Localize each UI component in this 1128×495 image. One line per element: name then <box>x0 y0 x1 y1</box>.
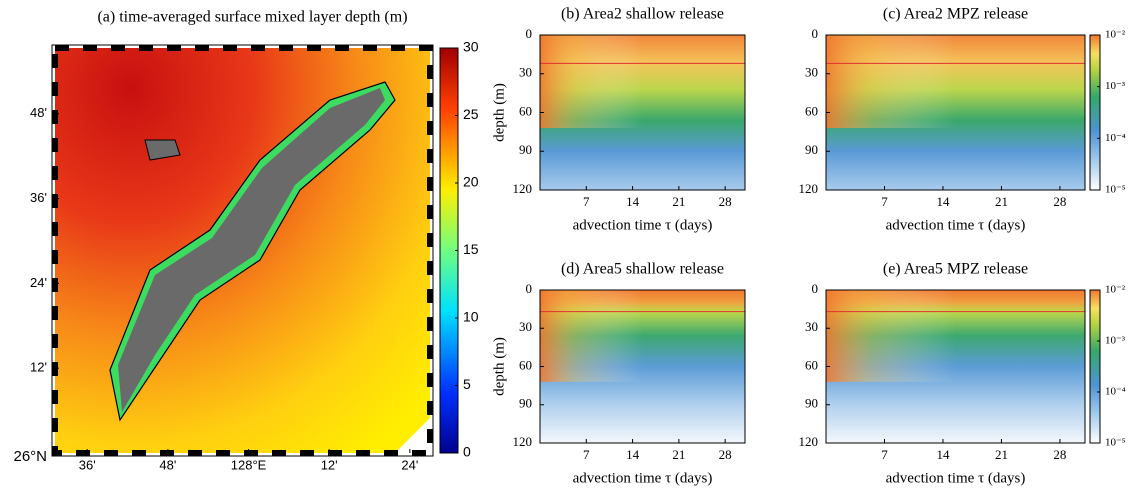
x-tick-label: 14 <box>626 194 640 209</box>
x-tick-label: 7 <box>583 194 590 209</box>
x-tick-label: 14 <box>936 447 950 462</box>
y-tick-label: 60 <box>519 103 532 118</box>
colorbar <box>1089 34 1101 191</box>
panel-title: (e) Area5 MPZ release <box>883 261 1028 278</box>
y-axis-label: depth (m) <box>491 337 507 396</box>
y-tick-label: 120 <box>513 181 533 196</box>
y-tick-label: 12' <box>30 360 47 375</box>
x-tick-label: 21 <box>672 194 685 209</box>
colorbar-tick-label: 25 <box>463 106 479 122</box>
y-tick-label: 0 <box>812 281 819 296</box>
x-tick-label: 24' <box>401 457 418 472</box>
x-tick-label: 28 <box>1053 447 1066 462</box>
panel-title: (d) Area5 shallow release <box>561 261 724 278</box>
x-tick-label: 48' <box>159 457 176 472</box>
colorbar-tick-label: 10⁻³ <box>1105 335 1126 347</box>
x-tick-label: 28 <box>1053 194 1066 209</box>
y-tick-label: 30 <box>805 319 818 334</box>
colorbar-tick-label: 10⁻³ <box>1105 80 1126 92</box>
colorbar-tick-label: 10⁻² <box>1105 29 1126 41</box>
x-axis-label: advection time τ (days) <box>886 217 1026 233</box>
y-tick-label: 120 <box>799 181 819 196</box>
colorbar <box>1089 289 1101 444</box>
y-tick-label: 0 <box>812 26 819 41</box>
y-tick-label: 60 <box>519 357 532 372</box>
colorbar-tick-label: 10⁻² <box>1105 284 1126 296</box>
colorbar-tick-label: 10 <box>463 309 479 325</box>
y-tick-label: 0 <box>526 26 533 41</box>
y-tick-label: 30 <box>519 65 532 80</box>
colorbar-tick-label: 0 <box>463 444 471 460</box>
panel-title: (a) time-averaged surface mixed layer de… <box>97 9 407 26</box>
y-tick-label: 90 <box>519 396 532 411</box>
y-tick-label: 120 <box>513 434 533 449</box>
y-tick-label: 30 <box>805 65 818 80</box>
x-tick-label: 36' <box>79 457 96 472</box>
x-tick-label: 14 <box>626 447 640 462</box>
y-tick-label: 26°N <box>13 448 47 465</box>
y-tick-label: 0 <box>526 281 533 296</box>
x-tick-label: 128°E <box>231 457 267 472</box>
y-tick-label: 90 <box>519 142 532 157</box>
x-tick-label: 7 <box>583 447 590 462</box>
x-tick-label: 14 <box>936 194 950 209</box>
y-tick-label: 120 <box>799 434 819 449</box>
y-tick-label: 90 <box>805 142 818 157</box>
x-tick-label: 7 <box>881 194 888 209</box>
x-tick-label: 28 <box>719 447 732 462</box>
y-tick-label: 60 <box>805 357 818 372</box>
y-tick-label: 48' <box>30 105 47 120</box>
x-tick-label: 21 <box>995 194 1008 209</box>
colorbar-tick-label: 5 <box>463 376 471 392</box>
y-tick-label: 24' <box>30 275 47 290</box>
panel-title: (b) Area2 shallow release <box>561 6 724 23</box>
panel-title: (c) Area2 MPZ release <box>883 6 1028 23</box>
x-axis-label: advection time τ (days) <box>573 470 713 486</box>
x-axis-label: advection time τ (days) <box>573 217 713 233</box>
map-field <box>51 44 434 457</box>
x-tick-label: 7 <box>881 447 888 462</box>
y-tick-label: 30 <box>519 319 532 334</box>
colorbar-tick-label: 15 <box>463 241 479 257</box>
y-tick-label: 60 <box>805 103 818 118</box>
x-tick-label: 21 <box>995 447 1008 462</box>
y-tick-label: 90 <box>805 396 818 411</box>
colorbar-tick-label: 20 <box>463 174 479 190</box>
x-tick-label: 21 <box>672 447 685 462</box>
colorbar-tick-label: 30 <box>463 39 479 55</box>
colorbar-tick-label: 10⁻⁵ <box>1105 437 1126 449</box>
colorbar-tick-label: 10⁻⁵ <box>1105 184 1126 196</box>
x-tick-label: 12' <box>321 457 338 472</box>
colorbar-tick-label: 10⁻⁴ <box>1105 132 1126 144</box>
field-overlay <box>826 290 956 382</box>
field-overlay <box>540 290 643 382</box>
y-axis-label: depth (m) <box>491 83 507 142</box>
x-axis-label: advection time τ (days) <box>886 470 1026 486</box>
y-tick-label: 36' <box>30 190 47 205</box>
field-overlay <box>540 35 643 128</box>
field-overlay <box>826 35 956 128</box>
colorbar-tick-label: 10⁻⁴ <box>1105 386 1126 398</box>
x-tick-label: 28 <box>719 194 732 209</box>
